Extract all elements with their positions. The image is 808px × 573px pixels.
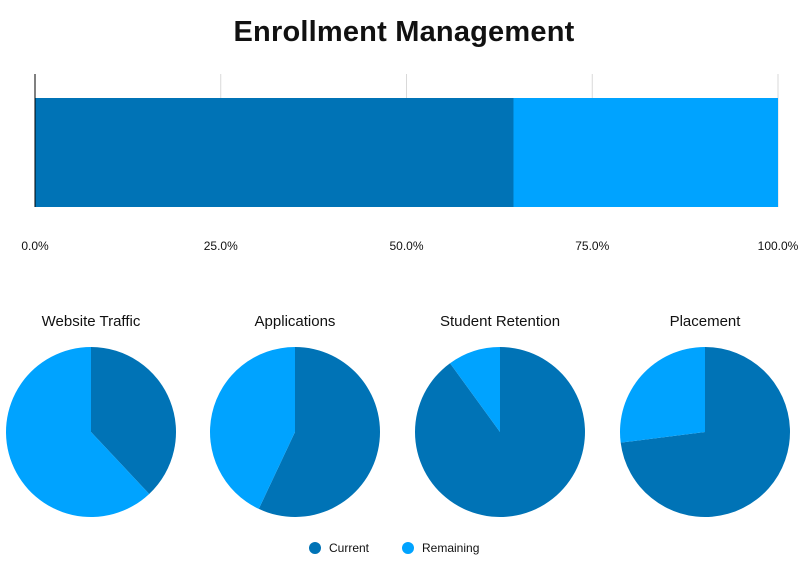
legend-marker — [309, 542, 321, 554]
page-title: Enrollment Management — [233, 16, 575, 48]
legend-label: Remaining — [422, 541, 479, 555]
bar-segment-remaining — [513, 98, 778, 207]
pie-title: Placement — [670, 313, 742, 330]
pie-slice-remaining — [210, 347, 295, 509]
pie-slice-current — [620, 347, 791, 517]
pie-slice-current — [258, 347, 381, 517]
pie-title: Website Traffic — [42, 313, 141, 330]
legend-marker — [402, 542, 414, 554]
x-tick-label: 50.0% — [389, 239, 423, 253]
bar-segment-current — [35, 98, 514, 207]
x-tick-label: 0.0% — [21, 239, 49, 253]
x-tick-label: 25.0% — [204, 239, 238, 253]
pie-title: Student Retention — [440, 313, 560, 330]
pie-chart: Applications — [210, 313, 381, 517]
pie-chart: Student Retention — [414, 313, 585, 518]
legend-label: Current — [329, 541, 370, 555]
x-tick-label: 100.0% — [758, 239, 799, 253]
pie-slice-remaining — [450, 347, 500, 432]
pie-chart: Website Traffic — [6, 313, 177, 517]
pie-slice-remaining — [620, 347, 705, 443]
pie-slice-current — [91, 347, 177, 494]
x-axis-ticks: 0.0% 25.0% 50.0% 75.0% 100.0% — [21, 239, 798, 253]
pie-slice-remaining — [6, 347, 150, 517]
pie-chart: Placement — [620, 313, 791, 517]
x-tick-label: 75.0% — [575, 239, 609, 253]
legend: Current Remaining — [309, 541, 479, 555]
pie-title: Applications — [255, 313, 336, 330]
stacked-bar — [35, 98, 778, 207]
pie-slice-current — [414, 347, 585, 518]
